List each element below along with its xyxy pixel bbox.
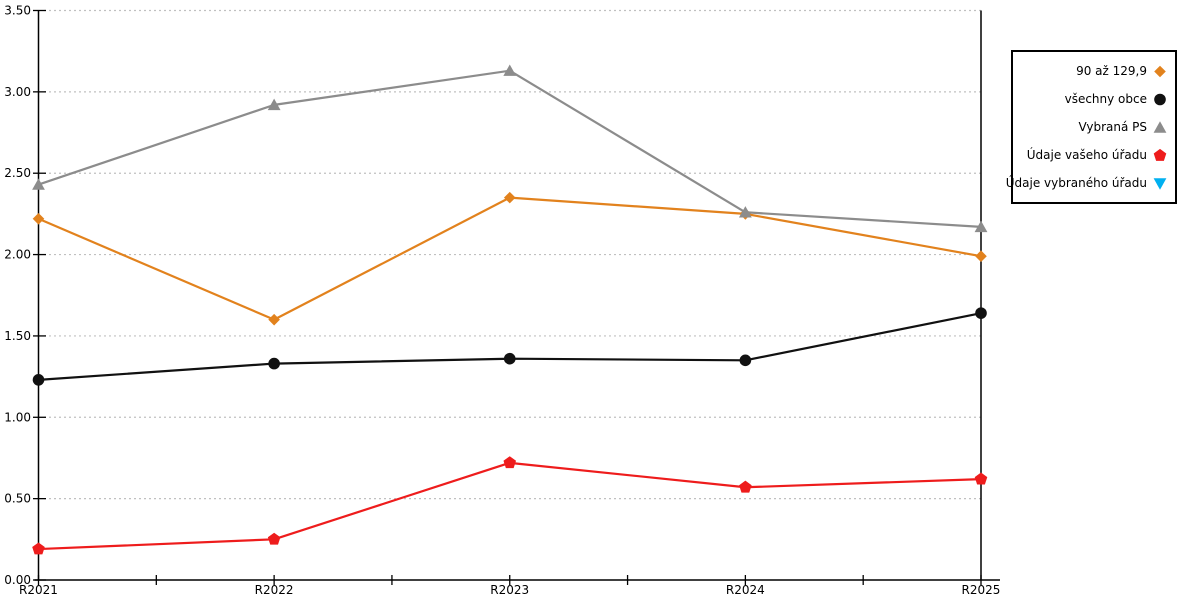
series-line <box>38 312 982 381</box>
data-point-marker <box>268 357 280 370</box>
series-line <box>38 196 982 321</box>
legend-item-vsechny-obce: všechny obce <box>1018 85 1168 113</box>
data-point-marker <box>975 307 987 319</box>
legend-label: Vybraná PS <box>1078 120 1147 134</box>
data-point-marker <box>503 64 517 76</box>
data-point-marker <box>739 354 752 367</box>
legend-item-90-az-129-9: 90 až 129,9 <box>1018 57 1168 85</box>
data-point-marker <box>739 480 752 493</box>
data-point-marker <box>975 250 987 262</box>
chart-legend: 90 až 129,9 všechny obce Vybraná PS Údaje v… <box>1006 50 1177 204</box>
legend-item-udaje-vaseho-uradu: Údaje vašeho úřadu <box>1018 141 1168 169</box>
data-point-marker <box>267 98 281 111</box>
y-axis-tick-label: 2.50 <box>4 166 31 180</box>
x-axis-tick-label: R2021 <box>19 583 58 597</box>
data-point-marker <box>503 456 517 469</box>
y-axis-tick-label: 3.00 <box>4 85 31 99</box>
y-axis-tick-label: 3.50 <box>4 4 31 18</box>
series-90-az-129-9 <box>32 191 987 326</box>
y-axis-tick-label: 0.50 <box>4 492 31 506</box>
y-axis-tick-label: 1.00 <box>4 410 31 424</box>
y-axis-tick-label: 1.50 <box>4 329 31 343</box>
legend-marker <box>1153 120 1167 133</box>
data-point-marker <box>32 542 45 555</box>
x-axis-tick-label: R2024 <box>726 583 765 597</box>
diamond-icon <box>1154 65 1166 77</box>
x-axis-tick-label: R2022 <box>255 583 294 597</box>
data-point-marker <box>974 472 988 485</box>
x-axis-tick-label: R2023 <box>490 583 529 597</box>
data-point-marker <box>32 212 45 225</box>
legend-marker <box>1154 93 1166 105</box>
data-point-marker <box>503 352 516 365</box>
y-axis-tick-label: 0.00 <box>4 573 31 587</box>
data-point-marker <box>267 532 281 545</box>
data-point-marker <box>32 178 45 190</box>
circle-icon <box>1154 93 1166 105</box>
legend-marker <box>1153 177 1167 190</box>
series-line <box>38 461 982 551</box>
series-vsechny-obce <box>32 307 987 386</box>
triangle-up-icon <box>1153 120 1167 133</box>
legend-item-vybrana-ps: Vybraná PS <box>1018 113 1168 141</box>
legend-marker <box>1153 148 1167 161</box>
pentagon-icon <box>1153 148 1167 161</box>
y-axis-tick-label: 2.00 <box>4 248 31 262</box>
data-point-marker <box>974 220 988 233</box>
series-udaje-vaseho-uradu <box>32 456 988 555</box>
legend-label: Údaje vybraného úřadu <box>1005 176 1147 190</box>
legend-label: všechny obce <box>1064 92 1147 106</box>
legend-label: 90 až 129,9 <box>1076 64 1147 78</box>
data-point-marker <box>738 206 752 218</box>
legend-marker <box>1154 65 1166 77</box>
legend-label: Údaje vašeho úřadu <box>1026 148 1147 162</box>
data-point-marker <box>268 313 280 326</box>
series-line <box>38 69 982 229</box>
data-point-marker <box>503 191 516 204</box>
data-point-marker <box>32 374 45 386</box>
legend-item-udaje-vybraneho-uradu: Údaje vybraného úřadu <box>1006 169 1168 197</box>
series-vybrana-ps <box>32 64 988 233</box>
triangle-down-icon <box>1153 177 1167 190</box>
x-axis-tick-label: R2025 <box>962 583 1001 597</box>
